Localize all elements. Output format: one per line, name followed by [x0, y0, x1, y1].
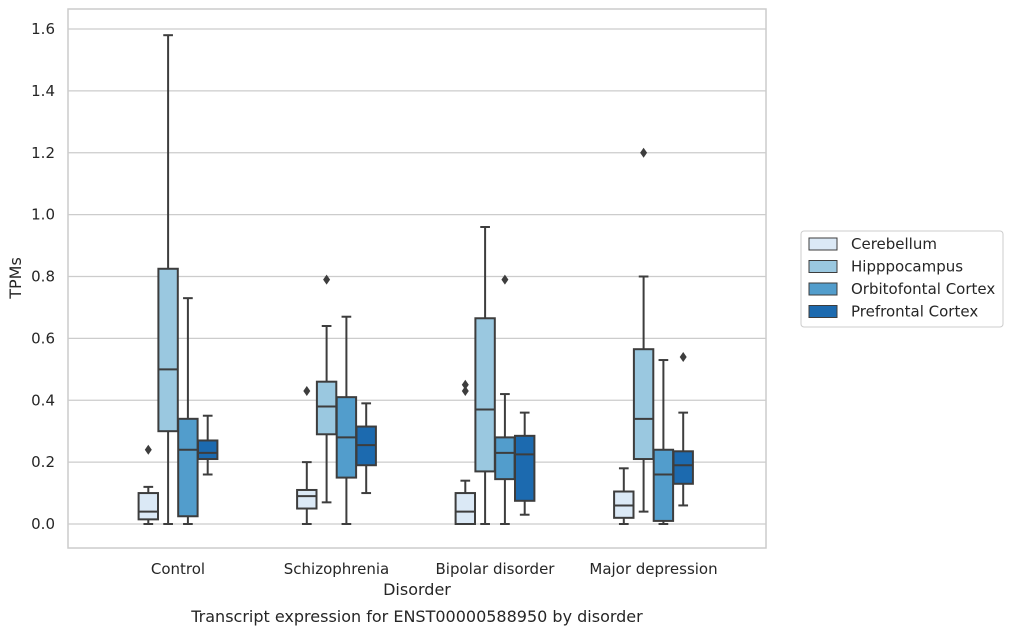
box-body [157, 267, 179, 433]
x-tick-label: Bipolar disorder [436, 560, 556, 578]
box-hipppocampus [632, 147, 655, 513]
box-body [494, 436, 516, 481]
legend-label: Cerebellum [851, 235, 937, 253]
box-body [315, 380, 338, 436]
x-tick-labels: Control Schizophrenia Bipolar disorder Majo… [151, 560, 718, 578]
legend-label: Orbitofontal Cortex [851, 280, 995, 298]
legend-swatch [808, 237, 838, 251]
outlier-point [144, 444, 152, 455]
outlier-point [501, 274, 509, 285]
box-body [296, 488, 318, 510]
box-body [652, 448, 675, 522]
legend-frame [800, 230, 1004, 328]
outlier-point [461, 385, 469, 396]
legend-label: Prefrontal Cortex [851, 303, 978, 321]
box-cerebellum [296, 385, 318, 525]
box-hipppocampus [315, 274, 338, 504]
outlier-point [303, 385, 311, 396]
outlier-point [323, 274, 331, 285]
box-prefrontal-cortex [196, 414, 219, 476]
box-layer [137, 34, 694, 525]
box-cerebellum [137, 444, 160, 525]
x-tick-label: Control [151, 560, 205, 578]
y-tick-label: 1.4 [31, 82, 55, 100]
y-tick-label: 0.0 [31, 515, 55, 533]
box-prefrontal-cortex [672, 351, 694, 507]
box-cerebellum [613, 467, 635, 525]
box-body [513, 434, 536, 502]
box-orbitofontal-cortex [177, 297, 199, 525]
legend-label: Hipppocampus [851, 258, 963, 276]
legend: Cerebellum Hipppocampus Orbitofontal Corte… [800, 230, 1004, 328]
box-orbitofontal-cortex [652, 359, 675, 525]
box-prefrontal-cortex [513, 411, 536, 516]
box-body [672, 450, 694, 485]
box-hipppocampus [474, 226, 496, 525]
legend-swatch [808, 305, 838, 318]
y-tick-label: 1.2 [31, 144, 55, 162]
y-tick-label: 0.6 [31, 329, 55, 347]
plot-frame [67, 8, 767, 549]
y-tick-label: 0.2 [31, 453, 55, 471]
x-axis-title: Disorder [383, 580, 451, 599]
box-prefrontal-cortex [355, 402, 377, 495]
y-tick-label: 0.8 [31, 268, 55, 286]
box-body [177, 417, 199, 518]
x-tick-label: Major depression [589, 560, 717, 578]
box-cerebellum [454, 379, 477, 525]
box-body [196, 439, 219, 461]
box-orbitofontal-cortex [494, 274, 516, 525]
outlier-point [461, 379, 469, 390]
y-tick-label: 1.6 [31, 20, 55, 38]
outlier-point [640, 147, 648, 158]
y-tick-labels: 0.0 0.2 0.4 0.6 0.8 1.0 1.2 1.4 1.6 [31, 20, 55, 533]
box-hipppocampus [157, 34, 179, 525]
outlier-point [679, 351, 687, 362]
box-body [137, 492, 160, 521]
box-orbitofontal-cortex [335, 315, 358, 525]
y-axis-title: TPMs [6, 257, 25, 300]
box-body [474, 317, 496, 473]
box-body [632, 348, 655, 461]
y-tick-label: 1.0 [31, 206, 55, 224]
box-body [454, 492, 477, 525]
y-tick-label: 0.4 [31, 391, 55, 409]
legend-swatch [808, 282, 838, 296]
x-tick-label: Schizophrenia [284, 560, 389, 578]
chart-caption: Transcript expression for ENST0000058895… [190, 607, 643, 626]
legend-swatch [808, 260, 838, 273]
